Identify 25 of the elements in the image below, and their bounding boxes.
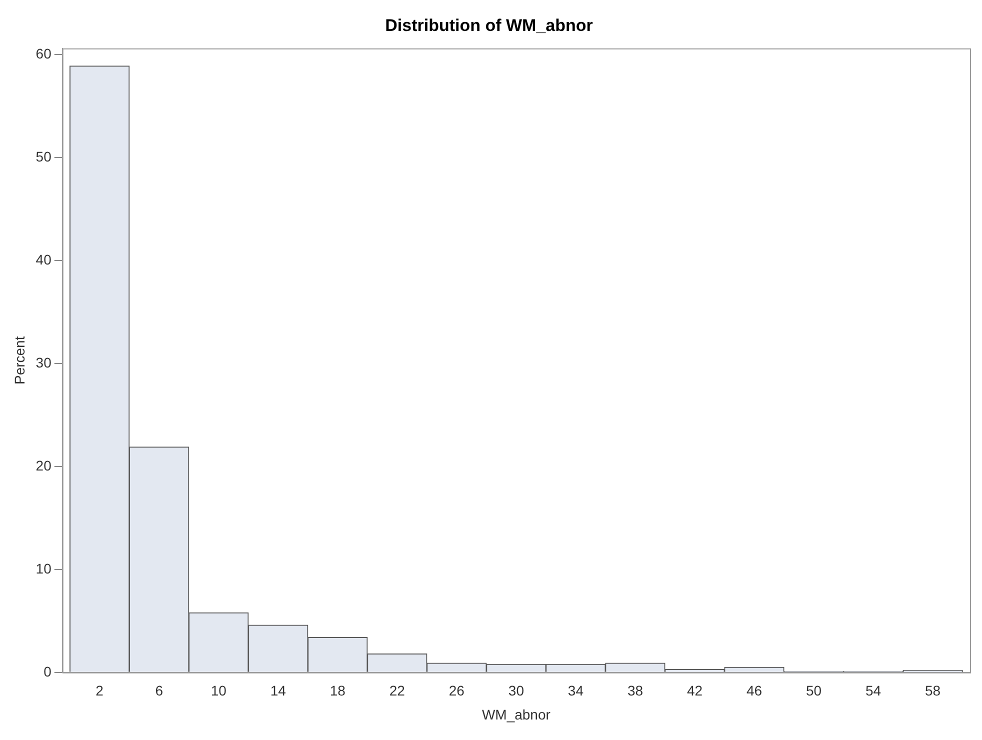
y-tick-label: 30 — [36, 354, 52, 370]
x-tick-label: 18 — [330, 682, 346, 699]
x-tick-label: 50 — [806, 682, 822, 699]
y-tick-label: 60 — [36, 45, 52, 62]
x-tick-label: 42 — [686, 682, 703, 699]
x-tick-label: 30 — [508, 682, 524, 699]
y-tick-label: 20 — [36, 457, 52, 474]
x-tick-label: 2 — [96, 682, 104, 699]
y-tick-label: 0 — [44, 663, 52, 680]
y-tick-label: 10 — [36, 560, 52, 576]
x-tick-label: 54 — [865, 682, 882, 699]
y-tick-label: 40 — [36, 251, 52, 268]
x-axis-title: WM_abnor — [482, 706, 551, 722]
x-tick-label: 26 — [448, 682, 465, 699]
y-axis-title: Percent — [11, 336, 28, 385]
x-tick-label: 6 — [155, 682, 164, 699]
x-tick-label: 22 — [389, 682, 406, 699]
x-tick-label: 34 — [568, 682, 584, 699]
x-tick-label: 46 — [746, 682, 762, 699]
x-tick-label: 14 — [270, 682, 286, 699]
y-tick-label: 50 — [36, 148, 52, 164]
chart-title: Distribution of WM_abnor — [385, 16, 594, 35]
x-tick-label: 10 — [210, 682, 227, 699]
x-tick-label: 58 — [925, 682, 941, 699]
x-tick-label: 38 — [627, 682, 644, 699]
